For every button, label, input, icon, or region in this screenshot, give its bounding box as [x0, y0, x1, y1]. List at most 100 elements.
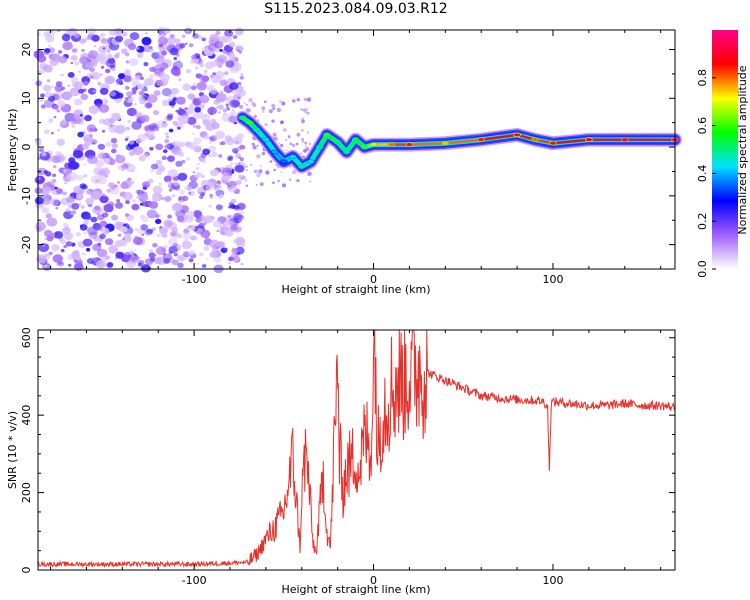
- noise-blob: [271, 119, 275, 123]
- noise-blob: [285, 139, 287, 141]
- noise-blob: [171, 105, 175, 109]
- noise-blob: [192, 171, 196, 174]
- signal-core: [444, 138, 483, 145]
- noise-blob: [268, 109, 273, 114]
- noise-blob: [271, 103, 276, 108]
- noise-blob: [160, 33, 165, 37]
- noise-blob: [171, 142, 175, 146]
- noise-blob: [140, 224, 148, 231]
- noise-blob: [91, 72, 101, 80]
- noise-blob: [231, 109, 235, 111]
- noise-blob: [188, 191, 192, 195]
- noise-blob: [146, 209, 158, 219]
- noise-blob: [111, 214, 119, 221]
- noise-blob: [106, 188, 112, 193]
- noise-blob: [220, 141, 226, 146]
- noise-blob: [138, 155, 146, 162]
- noise-blob: [48, 251, 53, 256]
- noise-blob: [48, 118, 54, 123]
- noise-blob: [115, 124, 127, 134]
- noise-blob: [142, 44, 152, 53]
- noise-blob: [60, 120, 67, 126]
- noise-blob: [163, 175, 172, 183]
- noise-blob: [224, 71, 229, 75]
- noise-blob: [168, 245, 178, 254]
- snr-series-line: [37, 329, 676, 569]
- noise-blob: [117, 233, 122, 237]
- noise-blob: [228, 215, 231, 218]
- noise-blob: [90, 216, 98, 223]
- noise-blob: [120, 48, 128, 54]
- noise-blob: [209, 196, 213, 199]
- noise-blob: [191, 132, 195, 135]
- signal-point: [441, 140, 450, 146]
- noise-blob: [83, 81, 89, 86]
- noise-blob: [252, 145, 257, 150]
- noise-blob: [209, 239, 220, 249]
- snr-y-axis-label: SNR (10 * v/v): [6, 411, 19, 489]
- noise-blob: [192, 33, 199, 39]
- signal-point: [585, 137, 593, 142]
- noise-blob: [148, 249, 154, 253]
- noise-blob: [163, 244, 168, 249]
- noise-blob: [272, 107, 276, 111]
- noise-blob: [169, 47, 179, 56]
- noise-blob: [209, 141, 212, 144]
- noise-blob: [92, 206, 103, 215]
- noise-blob: [153, 90, 161, 96]
- noise-blob: [173, 57, 178, 60]
- signal-point: [405, 142, 414, 147]
- colorbar-gradient: [712, 30, 738, 269]
- noise-blob: [196, 172, 202, 177]
- noise-blob: [36, 176, 41, 181]
- noise-blob: [304, 141, 308, 145]
- noise-blob: [181, 34, 186, 38]
- noise-blob: [186, 69, 191, 74]
- noise-blob: [55, 207, 59, 210]
- noise-blob: [262, 110, 265, 113]
- signal-point: [369, 142, 378, 147]
- noise-blob: [208, 204, 212, 208]
- noise-blob: [139, 99, 146, 105]
- noise-blob: [219, 228, 228, 236]
- noise-blob: [97, 169, 107, 177]
- noise-blob: [65, 241, 73, 247]
- noise-blob: [230, 198, 237, 204]
- noise-blob: [101, 129, 106, 133]
- noise-blob: [169, 34, 175, 39]
- noise-blob: [149, 66, 156, 73]
- noise-blob: [82, 252, 85, 255]
- noise-blob: [39, 62, 48, 70]
- noise-blob: [111, 148, 117, 154]
- spectrogram-frame: [37, 29, 676, 270]
- y-tick-label: 200: [20, 482, 33, 503]
- noise-blob: [51, 132, 54, 135]
- noise-blob: [105, 68, 111, 74]
- noise-blob: [43, 129, 50, 135]
- noise-blob: [191, 235, 198, 241]
- noise-blob: [193, 110, 204, 119]
- signal-point: [262, 137, 270, 142]
- noise-blob: [103, 118, 113, 126]
- noise-blob: [149, 46, 153, 49]
- noise-blob: [35, 80, 43, 87]
- noise-blob: [186, 186, 192, 191]
- noise-blob: [34, 196, 45, 205]
- noise-blob: [216, 105, 220, 109]
- noise-blob: [118, 73, 126, 80]
- noise-blob: [127, 119, 132, 124]
- noise-blob: [129, 32, 140, 41]
- noise-blob: [170, 231, 177, 237]
- noise-blob: [124, 86, 128, 90]
- noise-blob: [36, 183, 41, 188]
- noise-blob: [70, 55, 78, 61]
- y-tick-label: -20: [20, 236, 33, 254]
- noise-blob: [306, 97, 312, 102]
- noise-blob: [217, 63, 223, 68]
- noise-blob: [307, 171, 312, 177]
- noise-blob: [67, 84, 71, 87]
- noise-blob: [156, 80, 163, 86]
- noise-blob: [54, 84, 64, 92]
- y-tick-label: 0: [20, 567, 33, 574]
- noise-blob: [245, 165, 249, 169]
